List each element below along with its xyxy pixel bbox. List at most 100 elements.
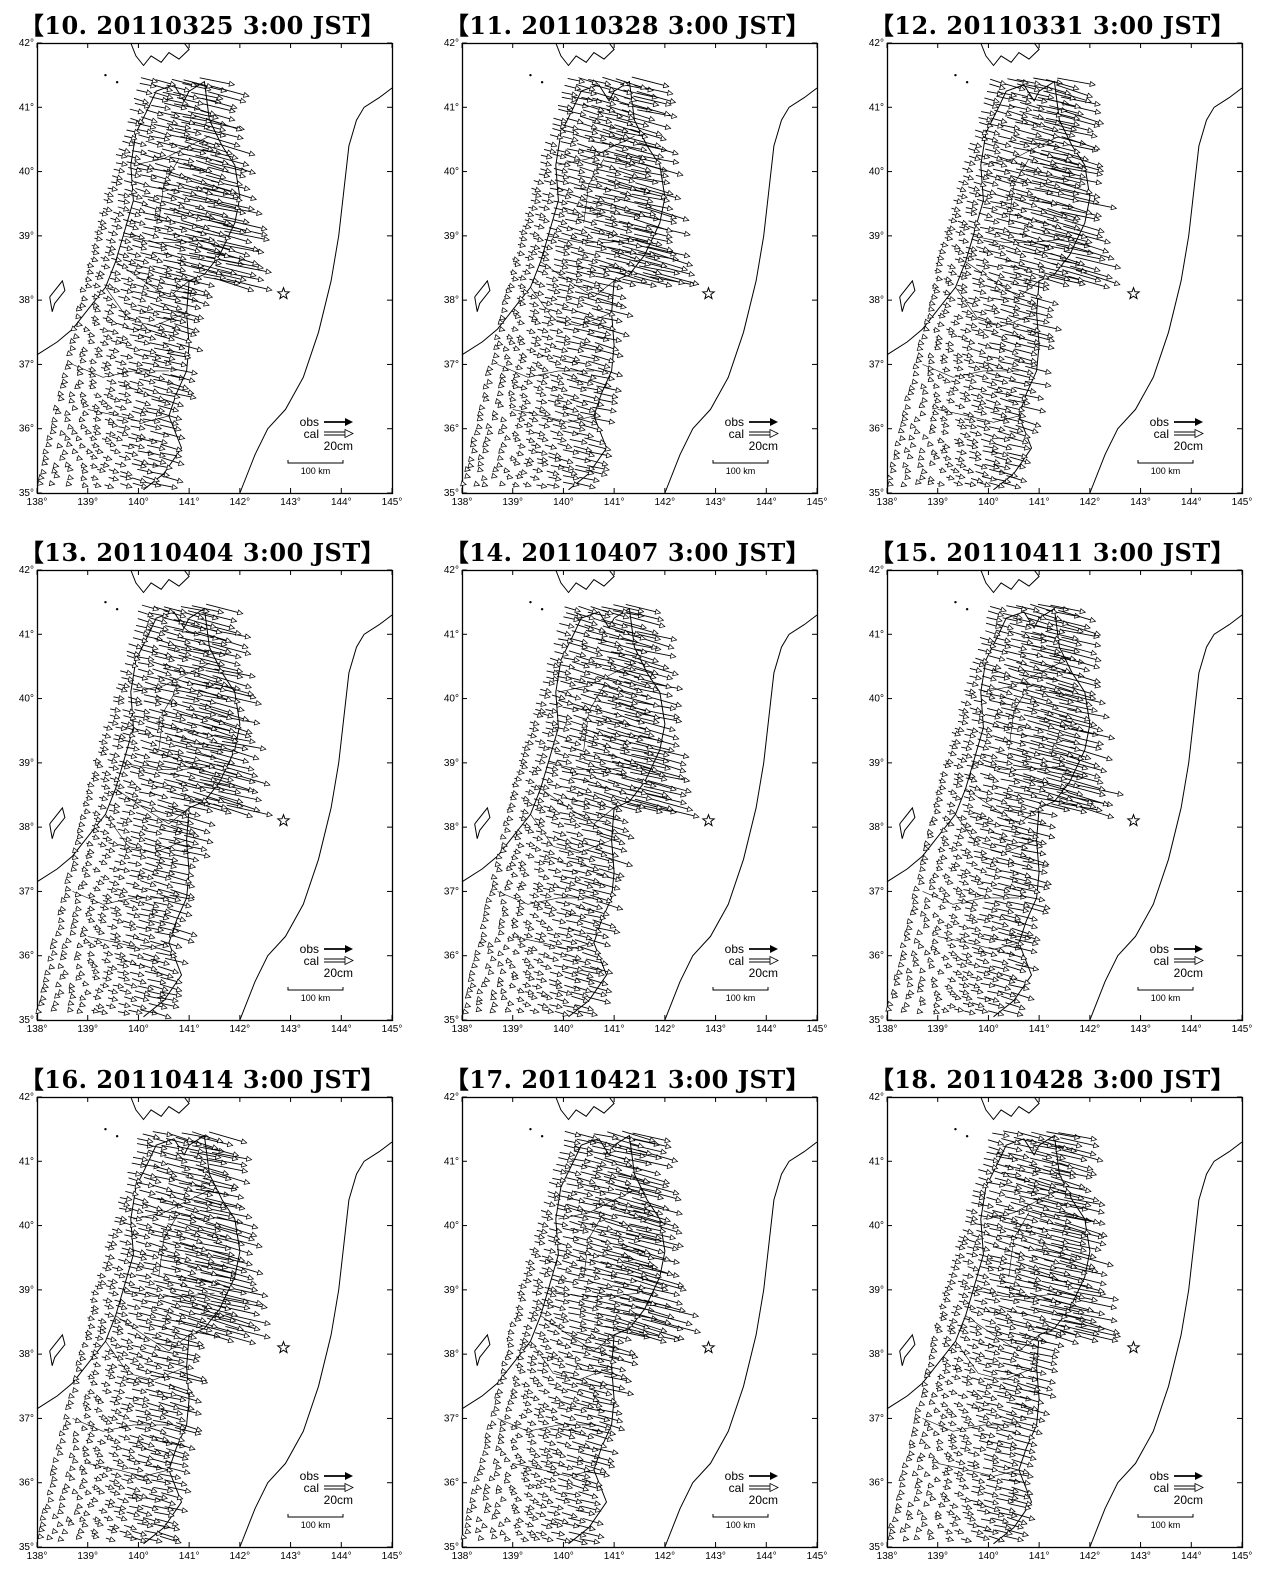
cal-arrowhead bbox=[100, 917, 107, 924]
cal-arrowhead bbox=[1079, 179, 1086, 186]
cal-arrowhead bbox=[968, 358, 976, 365]
cal-arrowhead bbox=[207, 145, 214, 152]
lon-tick-label: 144° bbox=[1181, 497, 1202, 508]
cal-arrowhead bbox=[105, 334, 113, 340]
cal-arrowhead bbox=[236, 196, 243, 203]
cal-arrowhead bbox=[1052, 300, 1059, 307]
cal-arrowhead bbox=[538, 281, 546, 288]
obs-vector bbox=[193, 713, 225, 725]
cal-arrowhead bbox=[226, 714, 233, 720]
cal-arrowhead bbox=[75, 950, 82, 957]
cal-arrowhead bbox=[144, 188, 151, 195]
cal-arrowhead bbox=[78, 970, 86, 977]
cal-arrowhead bbox=[42, 976, 50, 983]
cal-arrowhead bbox=[573, 1004, 580, 1011]
prefecture-boundary bbox=[548, 235, 640, 243]
cal-arrowhead bbox=[594, 948, 602, 955]
cal-arrowhead bbox=[935, 339, 943, 346]
cal-arrowhead bbox=[173, 393, 181, 400]
cal-arrowhead bbox=[1073, 114, 1081, 121]
cal-arrowhead bbox=[596, 182, 603, 189]
cal-arrowhead bbox=[1019, 170, 1026, 177]
cal-arrowhead bbox=[674, 194, 682, 201]
cal-arrowhead bbox=[139, 847, 147, 854]
cal-arrowhead bbox=[576, 1011, 584, 1017]
cal-arrowhead bbox=[529, 328, 536, 335]
lon-tick-label: 142° bbox=[1080, 497, 1101, 508]
obs-vector bbox=[637, 205, 677, 219]
cal-arrowhead bbox=[145, 624, 153, 631]
cal-arrowhead bbox=[87, 268, 94, 275]
cal-arrowhead bbox=[530, 293, 538, 300]
coastline bbox=[130, 569, 190, 594]
cal-arrowhead bbox=[507, 1000, 515, 1007]
cal-arrowhead bbox=[127, 721, 134, 728]
cal-arrowhead bbox=[230, 269, 238, 276]
lat-tick-label: 39° bbox=[19, 758, 34, 769]
coastline bbox=[36, 607, 241, 1018]
cal-arrowhead bbox=[169, 949, 177, 955]
cal-arrowhead bbox=[143, 391, 151, 398]
cal-arrowhead bbox=[991, 136, 999, 143]
cal-arrowhead bbox=[522, 288, 530, 295]
cal-arrowhead bbox=[541, 1002, 549, 1009]
cal-arrowhead bbox=[137, 333, 145, 340]
cal-arrowhead bbox=[545, 160, 553, 167]
lon-tick-label: 144° bbox=[756, 497, 777, 508]
cal-arrowhead bbox=[37, 479, 44, 486]
cal-arrowhead bbox=[244, 633, 252, 640]
cal-arrowhead bbox=[1017, 418, 1025, 425]
cal-arrowhead bbox=[524, 1001, 532, 1008]
cal-arrowhead bbox=[500, 423, 508, 430]
cal-arrowhead bbox=[503, 467, 511, 474]
cal-arrowhead bbox=[1023, 444, 1031, 451]
cal-arrowhead bbox=[961, 296, 968, 303]
cal-arrowhead bbox=[993, 406, 1000, 413]
obs-vector bbox=[1063, 159, 1104, 172]
cal-arrowhead bbox=[142, 760, 150, 767]
cal-arrowhead bbox=[978, 281, 986, 288]
cal-arrowhead bbox=[225, 637, 232, 644]
cal-arrowhead bbox=[1050, 159, 1057, 166]
cal-arrowhead bbox=[260, 745, 267, 752]
cal-arrowhead bbox=[169, 786, 177, 793]
cal-arrowhead bbox=[678, 279, 685, 286]
cal-arrowhead bbox=[127, 412, 135, 419]
cal-arrowhead bbox=[543, 172, 551, 179]
cal-arrowhead bbox=[1009, 180, 1017, 187]
cal-arrowhead bbox=[602, 149, 610, 156]
lat-tick-label: 42° bbox=[444, 38, 459, 49]
cal-arrowhead bbox=[628, 177, 636, 184]
cal-arrowhead bbox=[140, 853, 147, 860]
cal-arrowhead bbox=[528, 975, 536, 982]
cal-arrowhead bbox=[108, 250, 115, 257]
cal-arrowhead bbox=[561, 258, 569, 265]
obs-vector bbox=[196, 246, 230, 258]
cal-arrowhead bbox=[164, 399, 171, 406]
cal-arrowhead bbox=[933, 326, 941, 333]
cal-arrowhead bbox=[1074, 182, 1082, 189]
cal-arrowhead bbox=[74, 891, 82, 898]
cal-arrowhead bbox=[531, 205, 539, 212]
cal-arrowhead bbox=[111, 988, 119, 995]
cal-arrowhead bbox=[192, 839, 200, 846]
cal-arrowhead bbox=[88, 916, 96, 923]
cal-arrowhead bbox=[614, 251, 621, 258]
cal-arrowhead bbox=[143, 102, 151, 109]
cal-arrowhead bbox=[148, 367, 156, 374]
obs-vector bbox=[199, 77, 235, 86]
cal-arrowhead bbox=[51, 467, 59, 474]
cal-arrowhead bbox=[136, 682, 144, 689]
cal-arrowhead bbox=[215, 676, 223, 682]
obs-vector bbox=[201, 97, 237, 109]
cal-arrowhead bbox=[83, 326, 91, 333]
cal-arrowhead bbox=[591, 79, 599, 86]
cal-arrowhead bbox=[923, 325, 930, 332]
cal-arrowhead bbox=[111, 757, 118, 764]
cal-arrowhead bbox=[638, 211, 646, 218]
cal-arrowhead bbox=[136, 387, 144, 393]
lon-tick-label: 141° bbox=[1029, 497, 1050, 508]
lon-tick-label: 138° bbox=[452, 1024, 473, 1035]
cal-arrowhead bbox=[608, 310, 616, 317]
cal-arrowhead bbox=[136, 361, 144, 367]
